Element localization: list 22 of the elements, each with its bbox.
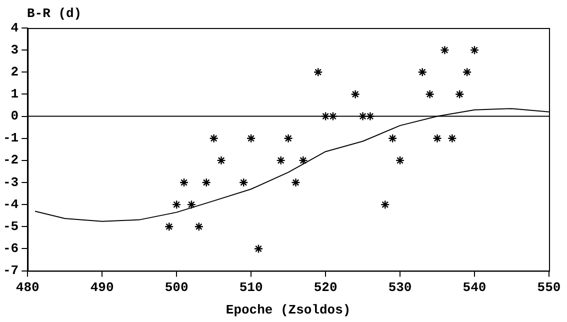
x-tick-label: 540 xyxy=(462,280,486,295)
y-tick-label: 1 xyxy=(10,86,19,102)
x-axis-title: Epoche (Zsoldos) xyxy=(226,302,351,318)
x-tick-label: 480 xyxy=(16,280,40,295)
y-tick-label: 0 xyxy=(10,108,19,124)
y-axis-title: B-R (d) xyxy=(27,6,82,21)
y-tick-label: -2 xyxy=(2,152,19,168)
x-tick-label: 490 xyxy=(90,280,114,295)
x-tick-label: 550 xyxy=(537,280,561,295)
y-tick-label: 4 xyxy=(10,20,19,36)
y-tick-label: -4 xyxy=(2,196,19,212)
y-tick-label: -1 xyxy=(2,130,19,146)
y-tick-label: 2 xyxy=(10,64,19,80)
y-tick-label: -6 xyxy=(2,241,19,256)
x-tick-label: 520 xyxy=(314,280,338,295)
x-tick-label: 510 xyxy=(239,280,263,295)
x-tick-label: 500 xyxy=(164,280,188,295)
y-tick-label: -5 xyxy=(2,218,19,234)
y-tick-label: -3 xyxy=(2,174,19,190)
y-tick-label: 3 xyxy=(10,42,19,58)
x-tick-label: 530 xyxy=(388,280,412,295)
y-tick-label: -7 xyxy=(2,263,19,278)
